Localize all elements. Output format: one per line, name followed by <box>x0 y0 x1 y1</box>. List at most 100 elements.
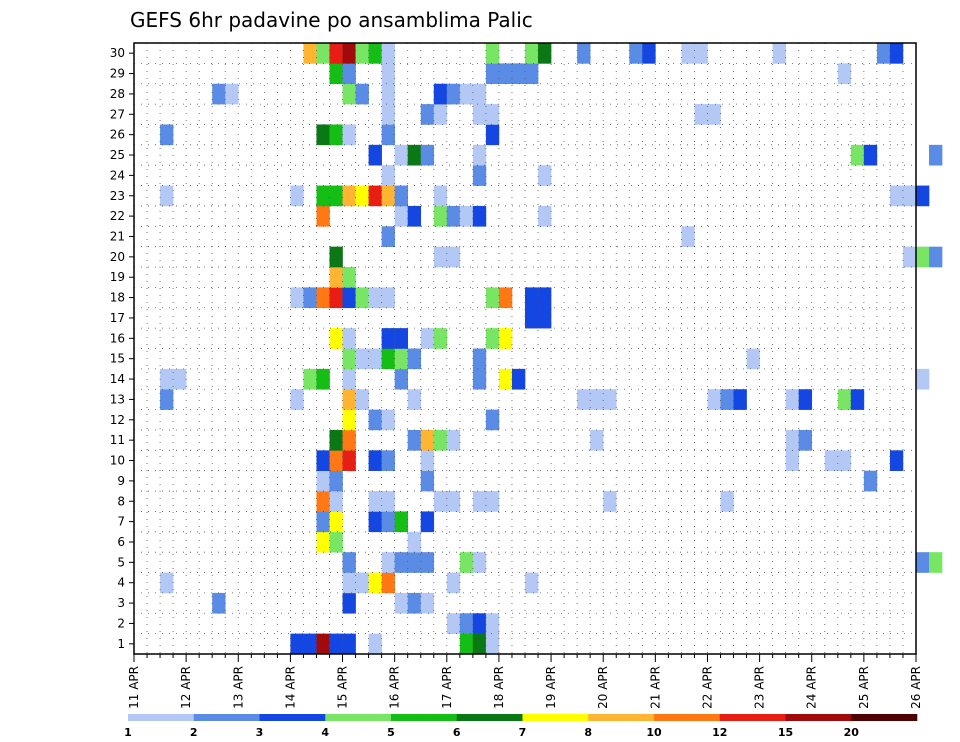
y-tick-label: 11 <box>110 433 125 447</box>
heatmap-cell <box>381 165 395 186</box>
heatmap-cell <box>329 633 343 655</box>
y-tick-label: 20 <box>110 250 125 264</box>
heatmap-cell <box>446 491 461 512</box>
heatmap-cell <box>355 389 369 410</box>
heatmap-cell <box>212 592 226 614</box>
heatmap-cell <box>850 389 865 410</box>
legend-label: 10 <box>646 726 662 739</box>
heatmap-cell <box>381 572 395 594</box>
heatmap-cell <box>394 144 408 166</box>
heatmap-cell <box>407 552 422 573</box>
chart-title: GEFS 6hr padavine po ansamblima Palic <box>130 8 533 32</box>
heatmap-cell <box>420 552 435 573</box>
heatmap-cell <box>485 63 500 85</box>
heatmap-cell <box>407 429 422 451</box>
heatmap-cell <box>381 104 395 125</box>
heatmap-cell <box>902 185 917 207</box>
y-tick-label: 17 <box>110 311 125 325</box>
heatmap-cell <box>368 348 382 370</box>
y-tick-label: 2 <box>117 616 125 630</box>
y-tick-label: 23 <box>110 189 125 203</box>
heatmap-cell <box>381 511 395 533</box>
y-tick-label: 25 <box>110 148 125 162</box>
heatmap-cell <box>798 429 813 451</box>
heatmap-cell <box>538 307 552 329</box>
heatmap-cell <box>329 429 343 451</box>
heatmap-cell <box>407 144 422 166</box>
x-tick-label: 18 APR <box>492 666 506 709</box>
x-tick-label: 24 APR <box>805 666 819 709</box>
heatmap-cell <box>394 368 408 390</box>
heatmap-cell <box>342 389 356 410</box>
legend-swatch <box>588 714 655 721</box>
heatmap-cell <box>316 185 330 207</box>
x-tick-label: 19 APR <box>544 666 558 709</box>
heatmap-cell <box>407 531 422 553</box>
heatmap-cell <box>472 144 487 166</box>
heatmap-cell <box>929 552 943 573</box>
heatmap-cell <box>446 572 461 594</box>
heatmap-cell <box>290 287 304 309</box>
heatmap-cell <box>342 348 356 370</box>
heatmap-cell <box>160 572 174 594</box>
heatmap-cell <box>420 328 435 349</box>
heatmap-cell <box>485 613 500 634</box>
legend-label: 2 <box>190 726 198 739</box>
legend-label: 5 <box>387 726 395 739</box>
heatmap-cell <box>433 246 448 268</box>
y-tick-label: 15 <box>110 352 125 366</box>
heatmap-cell <box>929 246 943 268</box>
heatmap-cell <box>720 491 734 512</box>
y-tick-label: 7 <box>117 515 125 529</box>
y-tick-label: 6 <box>117 535 125 549</box>
heatmap-cell <box>889 450 904 471</box>
heatmap-cell <box>381 185 395 207</box>
y-tick-label: 12 <box>110 413 125 427</box>
heatmap-cell <box>446 83 461 105</box>
heatmap-cell <box>342 83 356 105</box>
heatmap-cell <box>889 185 904 207</box>
legend-swatch <box>391 714 458 721</box>
heatmap-cell <box>472 83 487 105</box>
heatmap-cell <box>720 389 734 410</box>
heatmap-cell <box>590 429 604 451</box>
heatmap-cell <box>303 368 317 390</box>
heatmap-cell <box>381 226 395 247</box>
heatmap-cell <box>355 83 369 105</box>
y-tick-label: 4 <box>117 576 125 590</box>
heatmap-cell <box>837 450 852 471</box>
heatmap-cell <box>329 511 343 533</box>
heatmap-cell <box>342 267 356 288</box>
heatmap-cell <box>394 205 408 227</box>
y-tick-label: 22 <box>110 209 125 223</box>
heatmap-cell <box>876 43 891 64</box>
heatmap-cell <box>525 287 539 309</box>
heatmap-cell <box>394 592 408 614</box>
heatmap-cell <box>329 43 343 64</box>
heatmap-cell <box>329 450 343 471</box>
y-tick-label: 5 <box>117 555 125 569</box>
heatmap-cell <box>525 63 539 85</box>
heatmap-cell <box>342 63 356 85</box>
legend-swatch <box>128 714 195 721</box>
x-tick-label: 16 APR <box>388 666 402 709</box>
heatmap-cell <box>472 491 487 512</box>
heatmap-cell <box>485 104 500 125</box>
x-tick-label: 15 APR <box>336 666 350 709</box>
heatmap-cell <box>368 409 382 431</box>
heatmap-cell <box>160 185 174 207</box>
heatmap-cell <box>394 511 408 533</box>
heatmap-cell <box>290 389 304 410</box>
heatmap-cells <box>160 43 943 655</box>
heatmap-cell <box>316 633 330 655</box>
heatmap-cell <box>459 613 474 634</box>
heatmap-cell <box>433 104 448 125</box>
heatmap-cell <box>368 43 382 64</box>
heatmap-cell <box>160 124 174 146</box>
legend-label: 15 <box>778 726 793 739</box>
heatmap-cell <box>746 348 760 370</box>
y-tick-label: 3 <box>117 596 125 610</box>
heatmap-cell <box>420 592 435 614</box>
heatmap-cell <box>837 63 852 85</box>
heatmap-cell <box>889 43 904 64</box>
